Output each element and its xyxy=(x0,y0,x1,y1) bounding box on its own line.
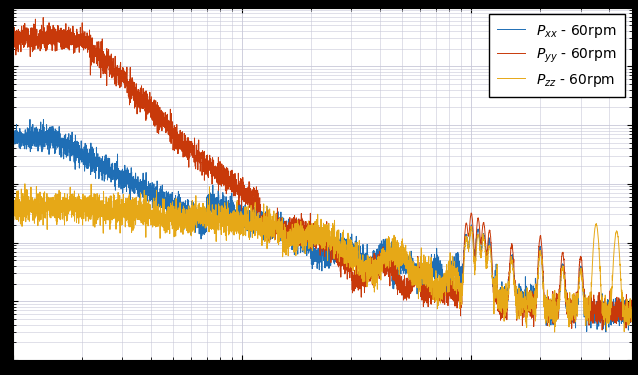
$P_{yy}$ - 60rpm xyxy=(518,298,526,302)
$P_{yy}$ - 60rpm xyxy=(598,328,606,332)
$P_{zz}$ - 60rpm xyxy=(246,222,253,226)
$P_{yy}$ - 60rpm xyxy=(412,278,419,283)
$P_{yy}$ - 60rpm xyxy=(121,72,129,76)
$P_{xx}$ - 60rpm xyxy=(412,279,419,284)
$P_{zz}$ - 60rpm xyxy=(412,279,419,284)
$P_{xx}$ - 60rpm xyxy=(26,117,34,122)
Line: $P_{zz}$ - 60rpm: $P_{zz}$ - 60rpm xyxy=(13,184,632,332)
$P_{zz}$ - 60rpm xyxy=(551,330,558,334)
$P_{xx}$ - 60rpm xyxy=(602,330,610,334)
$P_{yy}$ - 60rpm xyxy=(9,38,17,42)
$P_{zz}$ - 60rpm xyxy=(628,315,635,320)
$P_{xx}$ - 60rpm xyxy=(246,212,253,217)
$P_{zz}$ - 60rpm xyxy=(21,182,29,186)
$P_{zz}$ - 60rpm xyxy=(518,296,526,300)
$P_{xx}$ - 60rpm xyxy=(380,254,388,259)
$P_{xx}$ - 60rpm xyxy=(518,292,526,297)
$P_{yy}$ - 60rpm xyxy=(628,309,635,314)
$P_{zz}$ - 60rpm xyxy=(471,271,478,275)
$P_{yy}$ - 60rpm xyxy=(471,256,478,260)
$P_{xx}$ - 60rpm xyxy=(121,183,129,188)
Line: $P_{yy}$ - 60rpm: $P_{yy}$ - 60rpm xyxy=(13,18,632,330)
$P_{yy}$ - 60rpm xyxy=(40,15,47,20)
$P_{xx}$ - 60rpm xyxy=(471,256,478,260)
$P_{yy}$ - 60rpm xyxy=(380,260,388,265)
$P_{zz}$ - 60rpm xyxy=(121,225,129,229)
$P_{zz}$ - 60rpm xyxy=(380,252,388,257)
$P_{zz}$ - 60rpm xyxy=(9,204,17,208)
$P_{xx}$ - 60rpm xyxy=(628,316,635,321)
$P_{xx}$ - 60rpm xyxy=(9,134,17,138)
Legend: $P_{xx}$ - 60rpm, $P_{yy}$ - 60rpm, $P_{zz}$ - 60rpm: $P_{xx}$ - 60rpm, $P_{yy}$ - 60rpm, $P_{… xyxy=(489,15,625,97)
Line: $P_{xx}$ - 60rpm: $P_{xx}$ - 60rpm xyxy=(13,120,632,332)
$P_{yy}$ - 60rpm xyxy=(246,198,253,203)
